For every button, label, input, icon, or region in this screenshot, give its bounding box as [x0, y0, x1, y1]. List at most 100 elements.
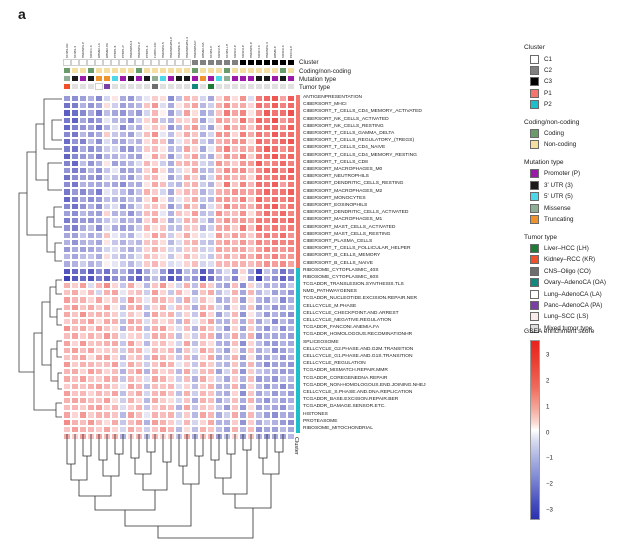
heatmap-cell: [231, 397, 239, 405]
heatmap-cell: [71, 346, 79, 354]
row-label: TCGADDR_BASE.EXCISION.REPAIR.BER: [303, 397, 399, 403]
heatmap-cell: [255, 418, 263, 426]
heatmap-cell: [63, 231, 71, 239]
heatmap-cell: [279, 289, 287, 297]
heatmap-cell: [255, 109, 263, 117]
row-label: TCGADDR_COREGENEDNA.REPAIR: [303, 375, 388, 381]
heatmap-cell: [207, 246, 215, 254]
heatmap-cell: [255, 281, 263, 290]
row-label: TCGADDR_DAMAGE.SENSOR.ETC.: [303, 404, 386, 410]
heatmap-cell: [71, 123, 79, 131]
heatmap-cell: [207, 382, 215, 390]
heatmap-cell: [199, 210, 207, 218]
heatmap-cell: [135, 231, 143, 239]
heatmap-cell: [263, 116, 271, 124]
heatmap-cell: [175, 231, 183, 239]
heatmap-cell: [231, 195, 239, 203]
heatmap-cell: [239, 224, 247, 232]
heatmap-cell: [191, 325, 199, 333]
annotation-cell: [215, 67, 223, 75]
heatmap-cell: [199, 181, 207, 189]
legend-item-label: Non-coding: [544, 141, 577, 149]
heatmap-cell: [239, 109, 247, 117]
heatmap-cell: [231, 310, 239, 318]
heatmap-cell: [223, 404, 231, 412]
heatmap-cell: [87, 224, 95, 232]
heatmap-cell: [271, 138, 279, 146]
heatmap-cell: [287, 296, 295, 304]
heatmap-cell: [135, 116, 143, 124]
heatmap-cell: [215, 224, 223, 232]
legend-swatch: [530, 77, 539, 87]
annotation-cell: [175, 75, 183, 83]
heatmap-cell: [199, 174, 207, 182]
legend-swatch: [530, 215, 539, 225]
heatmap-cell: [127, 289, 135, 297]
legend-item: 5' UTR (5): [524, 192, 640, 202]
heatmap-cell: [271, 289, 279, 297]
heatmap-cell: [191, 411, 199, 419]
heatmap-cell: [183, 130, 191, 139]
heatmap-cell: [135, 152, 143, 160]
heatmap-cell: [87, 116, 95, 124]
heatmap-cell: [79, 339, 87, 347]
heatmap-cell: [183, 289, 191, 297]
heatmap-cell: [191, 310, 199, 318]
heatmap-cell: [215, 195, 223, 203]
heatmap-cell: [279, 397, 287, 405]
heatmap-cell: [135, 130, 143, 139]
heatmap-cell: [271, 174, 279, 182]
heatmap-cell: [127, 109, 135, 117]
annotation-cell: [159, 75, 167, 83]
heatmap-cell: [151, 174, 159, 182]
heatmap-cell: [167, 238, 175, 247]
heatmap-cell: [111, 296, 119, 304]
heatmap-cell: [255, 404, 263, 412]
heatmap-cell: [223, 296, 231, 304]
annotation-cell: [239, 59, 247, 67]
heatmap-cell: [63, 397, 71, 405]
heatmap-cell: [207, 281, 215, 290]
heatmap-cell: [95, 231, 103, 239]
annotation-cell: [87, 83, 95, 91]
heatmap-cell: [183, 253, 191, 261]
column-label: SF3B1.3: [73, 45, 78, 58]
heatmap-cell: [167, 418, 175, 426]
annotation-cell: [239, 75, 247, 83]
heatmap-cell: [159, 210, 167, 218]
heatmap-cell: [79, 238, 87, 247]
heatmap-cell: [111, 116, 119, 124]
heatmap-cell: [79, 246, 87, 254]
heatmap-cell: [279, 202, 287, 211]
heatmap-cell: [271, 109, 279, 117]
heatmap-cell: [103, 224, 111, 232]
heatmap-cell: [127, 339, 135, 347]
heatmap-cell: [135, 281, 143, 290]
heatmap-cell: [175, 246, 183, 254]
heatmap-cell: [71, 109, 79, 117]
heatmap-cell: [255, 217, 263, 225]
heatmap-cell: [127, 238, 135, 247]
heatmap-cell: [287, 375, 295, 383]
heatmap-cell: [279, 404, 287, 412]
heatmap-cell: [135, 289, 143, 297]
heatmap-cell: [215, 281, 223, 290]
heatmap-cell: [287, 159, 295, 167]
row-label: CIBERSORT_T_CELLS_CD4_MEMORY_ACTIVATED: [303, 109, 422, 115]
heatmap-cell: [119, 260, 127, 268]
heatmap-cell: [223, 310, 231, 318]
heatmap-cell: [111, 231, 119, 239]
heatmap-cell: [199, 166, 207, 175]
heatmap-cell: [199, 267, 207, 275]
heatmap-cell: [223, 166, 231, 175]
colorbar-gradient: [530, 340, 540, 520]
heatmap-cell: [71, 166, 79, 175]
heatmap-cell: [223, 382, 231, 390]
heatmap-cell: [79, 325, 87, 333]
heatmap-cell: [223, 109, 231, 117]
heatmap-cell: [143, 159, 151, 167]
heatmap-cell: [143, 382, 151, 390]
heatmap-cell: [127, 361, 135, 369]
heatmap-cell: [215, 253, 223, 261]
heatmap-cell: [183, 260, 191, 268]
